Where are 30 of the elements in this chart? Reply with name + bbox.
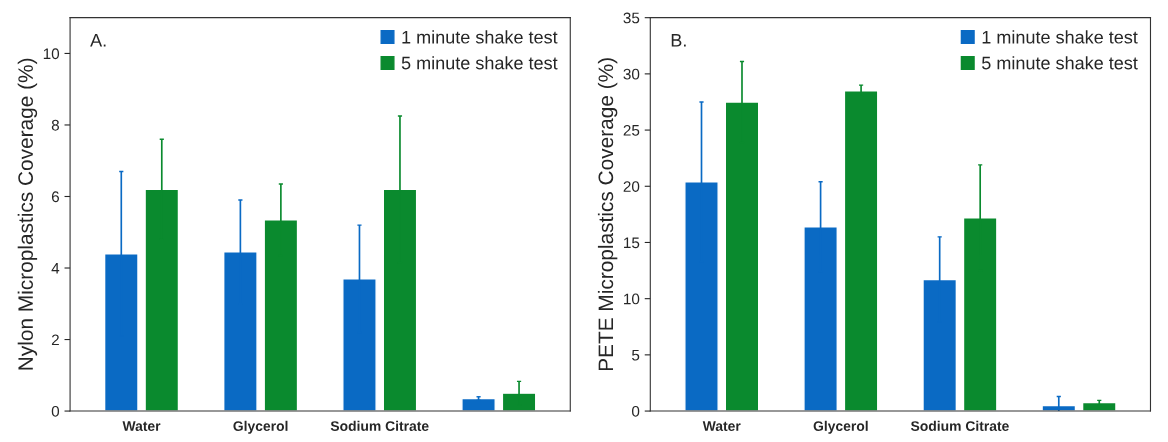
y-tick-label: 5 — [631, 349, 640, 361]
y-tick-label: 20 — [623, 181, 640, 192]
y-tick-label: 10 — [624, 293, 640, 305]
x-tick-label: Sodium Citrate — [330, 420, 429, 431]
annotation: A. — [90, 34, 106, 47]
bar — [461, 397, 496, 412]
x-tick-label: Water — [122, 421, 161, 431]
y-tick-label: 4 — [51, 263, 60, 274]
legend-label: 5 minute shake test — [982, 56, 1138, 70]
y-tick-label: 15 — [624, 237, 640, 249]
x-tick-label: Water — [702, 421, 741, 431]
legend-label: 1 minute shake test — [402, 30, 558, 44]
y-tick-label: 0 — [631, 405, 640, 417]
y-axis-title: Nylon Microplastics Coverage (%) — [17, 58, 38, 370]
x-tick-label: Glycerol — [813, 420, 868, 434]
y-tick-label: 25 — [623, 124, 640, 136]
y-tick-label: 6 — [51, 191, 59, 203]
y-tick-label: 8 — [51, 119, 59, 131]
legend-label: 5 minute shake test — [401, 56, 558, 70]
x-tick-label: Glycerol — [233, 420, 288, 434]
y-axis-title: PETE Microplastics Coverage (%) — [597, 58, 618, 371]
y-tick-label: 2 — [51, 334, 59, 346]
annotation: B. — [671, 34, 686, 47]
legend-label: 1 minute shake test — [982, 30, 1138, 44]
bar — [843, 90, 879, 412]
y-tick-label: 0 — [51, 405, 60, 417]
y-tick-label: 30 — [623, 68, 640, 80]
x-tick-label: Sodium Citrate — [910, 420, 1009, 431]
y-tick-label: 10 — [43, 48, 60, 60]
y-tick-label: 35 — [623, 12, 640, 24]
